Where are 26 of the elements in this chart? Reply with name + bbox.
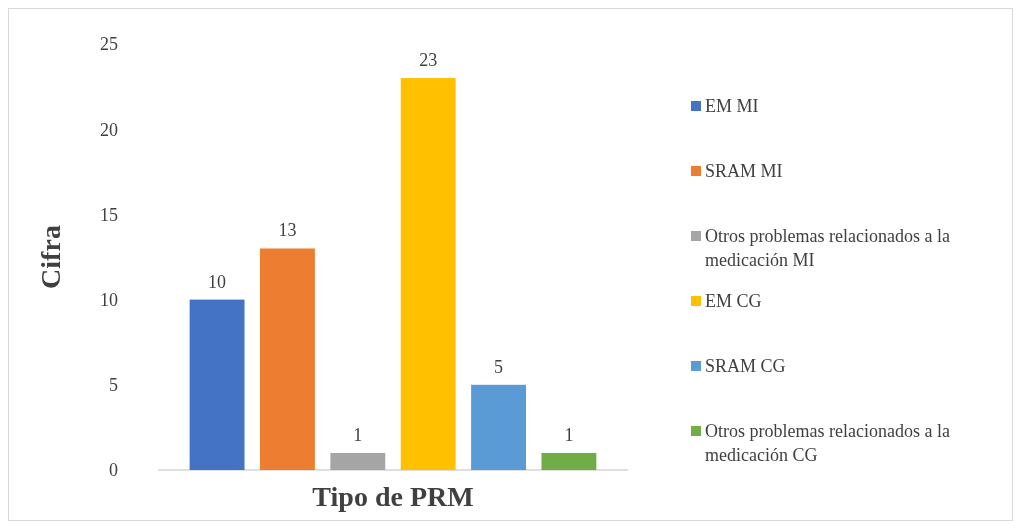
legend-label: Otros problemas relacionados a la medicación CG <box>705 421 950 466</box>
x-axis-title: Tipo de PRM <box>312 481 474 512</box>
legend-label: EM CG <box>705 291 762 312</box>
bar <box>400 78 456 470</box>
bar <box>260 248 315 470</box>
legend-label: EM MI <box>705 96 759 117</box>
y-tick-label: 0 <box>109 460 118 481</box>
y-tick-label: 25 <box>100 34 118 55</box>
legend-label: SRAM CG <box>705 356 786 377</box>
bar <box>471 384 526 470</box>
y-axis-title: Cifra <box>35 225 66 289</box>
y-tick-label: 15 <box>100 204 118 225</box>
y-tick-label: 5 <box>109 375 118 396</box>
data-label: 1 <box>353 424 363 445</box>
bar <box>189 299 245 470</box>
data-label: 5 <box>494 356 504 377</box>
bar <box>541 452 597 470</box>
data-label: 13 <box>278 220 297 241</box>
data-label: 23 <box>419 50 438 71</box>
data-label: 1 <box>564 424 574 445</box>
legend-label: SRAM MI <box>705 161 783 182</box>
bar <box>330 452 386 470</box>
y-tick-label: 20 <box>100 119 118 140</box>
data-label: 10 <box>208 271 227 292</box>
legend-label: Otros problemas relacionados a la medicación MI <box>705 226 950 271</box>
y-tick-label: 10 <box>100 289 118 310</box>
